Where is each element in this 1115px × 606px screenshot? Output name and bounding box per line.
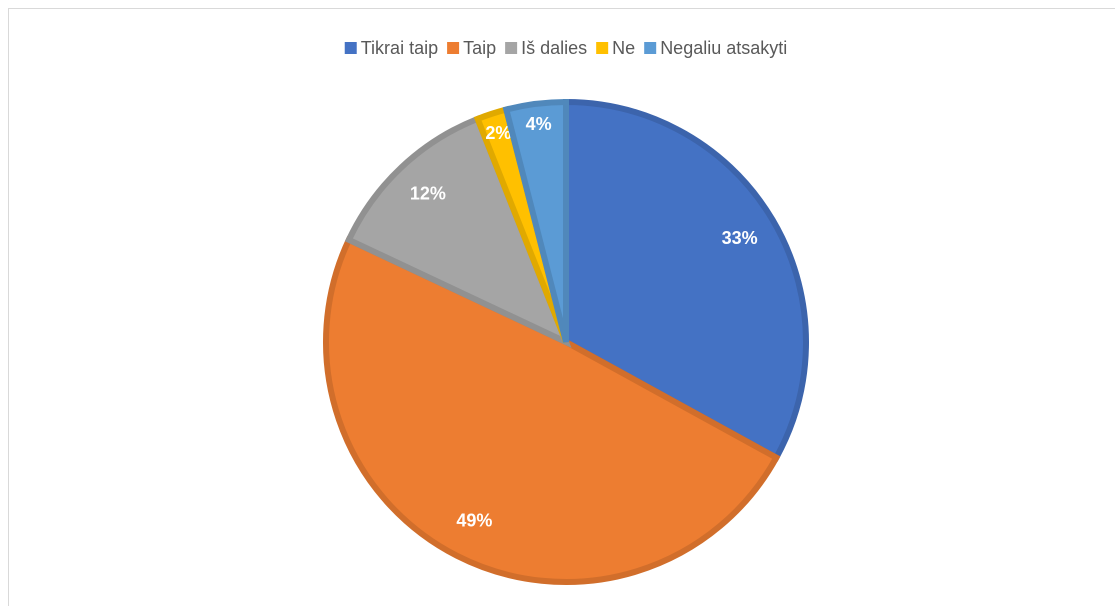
pie-slice: [344, 114, 572, 348]
pie-slice: [502, 98, 569, 343]
pie-slice: [563, 98, 809, 462]
data-label: 33%: [722, 228, 758, 248]
data-label: 4%: [526, 114, 552, 134]
legend-swatch: [596, 42, 609, 54]
data-label: 49%: [456, 510, 492, 530]
legend-label: Tikrai taip: [361, 38, 438, 58]
legend-label: Negaliu atsakyti: [660, 38, 787, 58]
legend-label: Taip: [463, 38, 496, 58]
legend-swatch: [447, 42, 460, 54]
legend-swatch: [344, 42, 357, 54]
pie-slice: [323, 235, 781, 585]
legend-swatch: [644, 42, 657, 54]
legend-swatch: [505, 42, 518, 54]
data-label: 12%: [410, 184, 446, 204]
data-label: 2%: [485, 123, 511, 143]
legend-label: Iš dalies: [521, 38, 587, 58]
legend-label: Ne: [612, 38, 635, 58]
